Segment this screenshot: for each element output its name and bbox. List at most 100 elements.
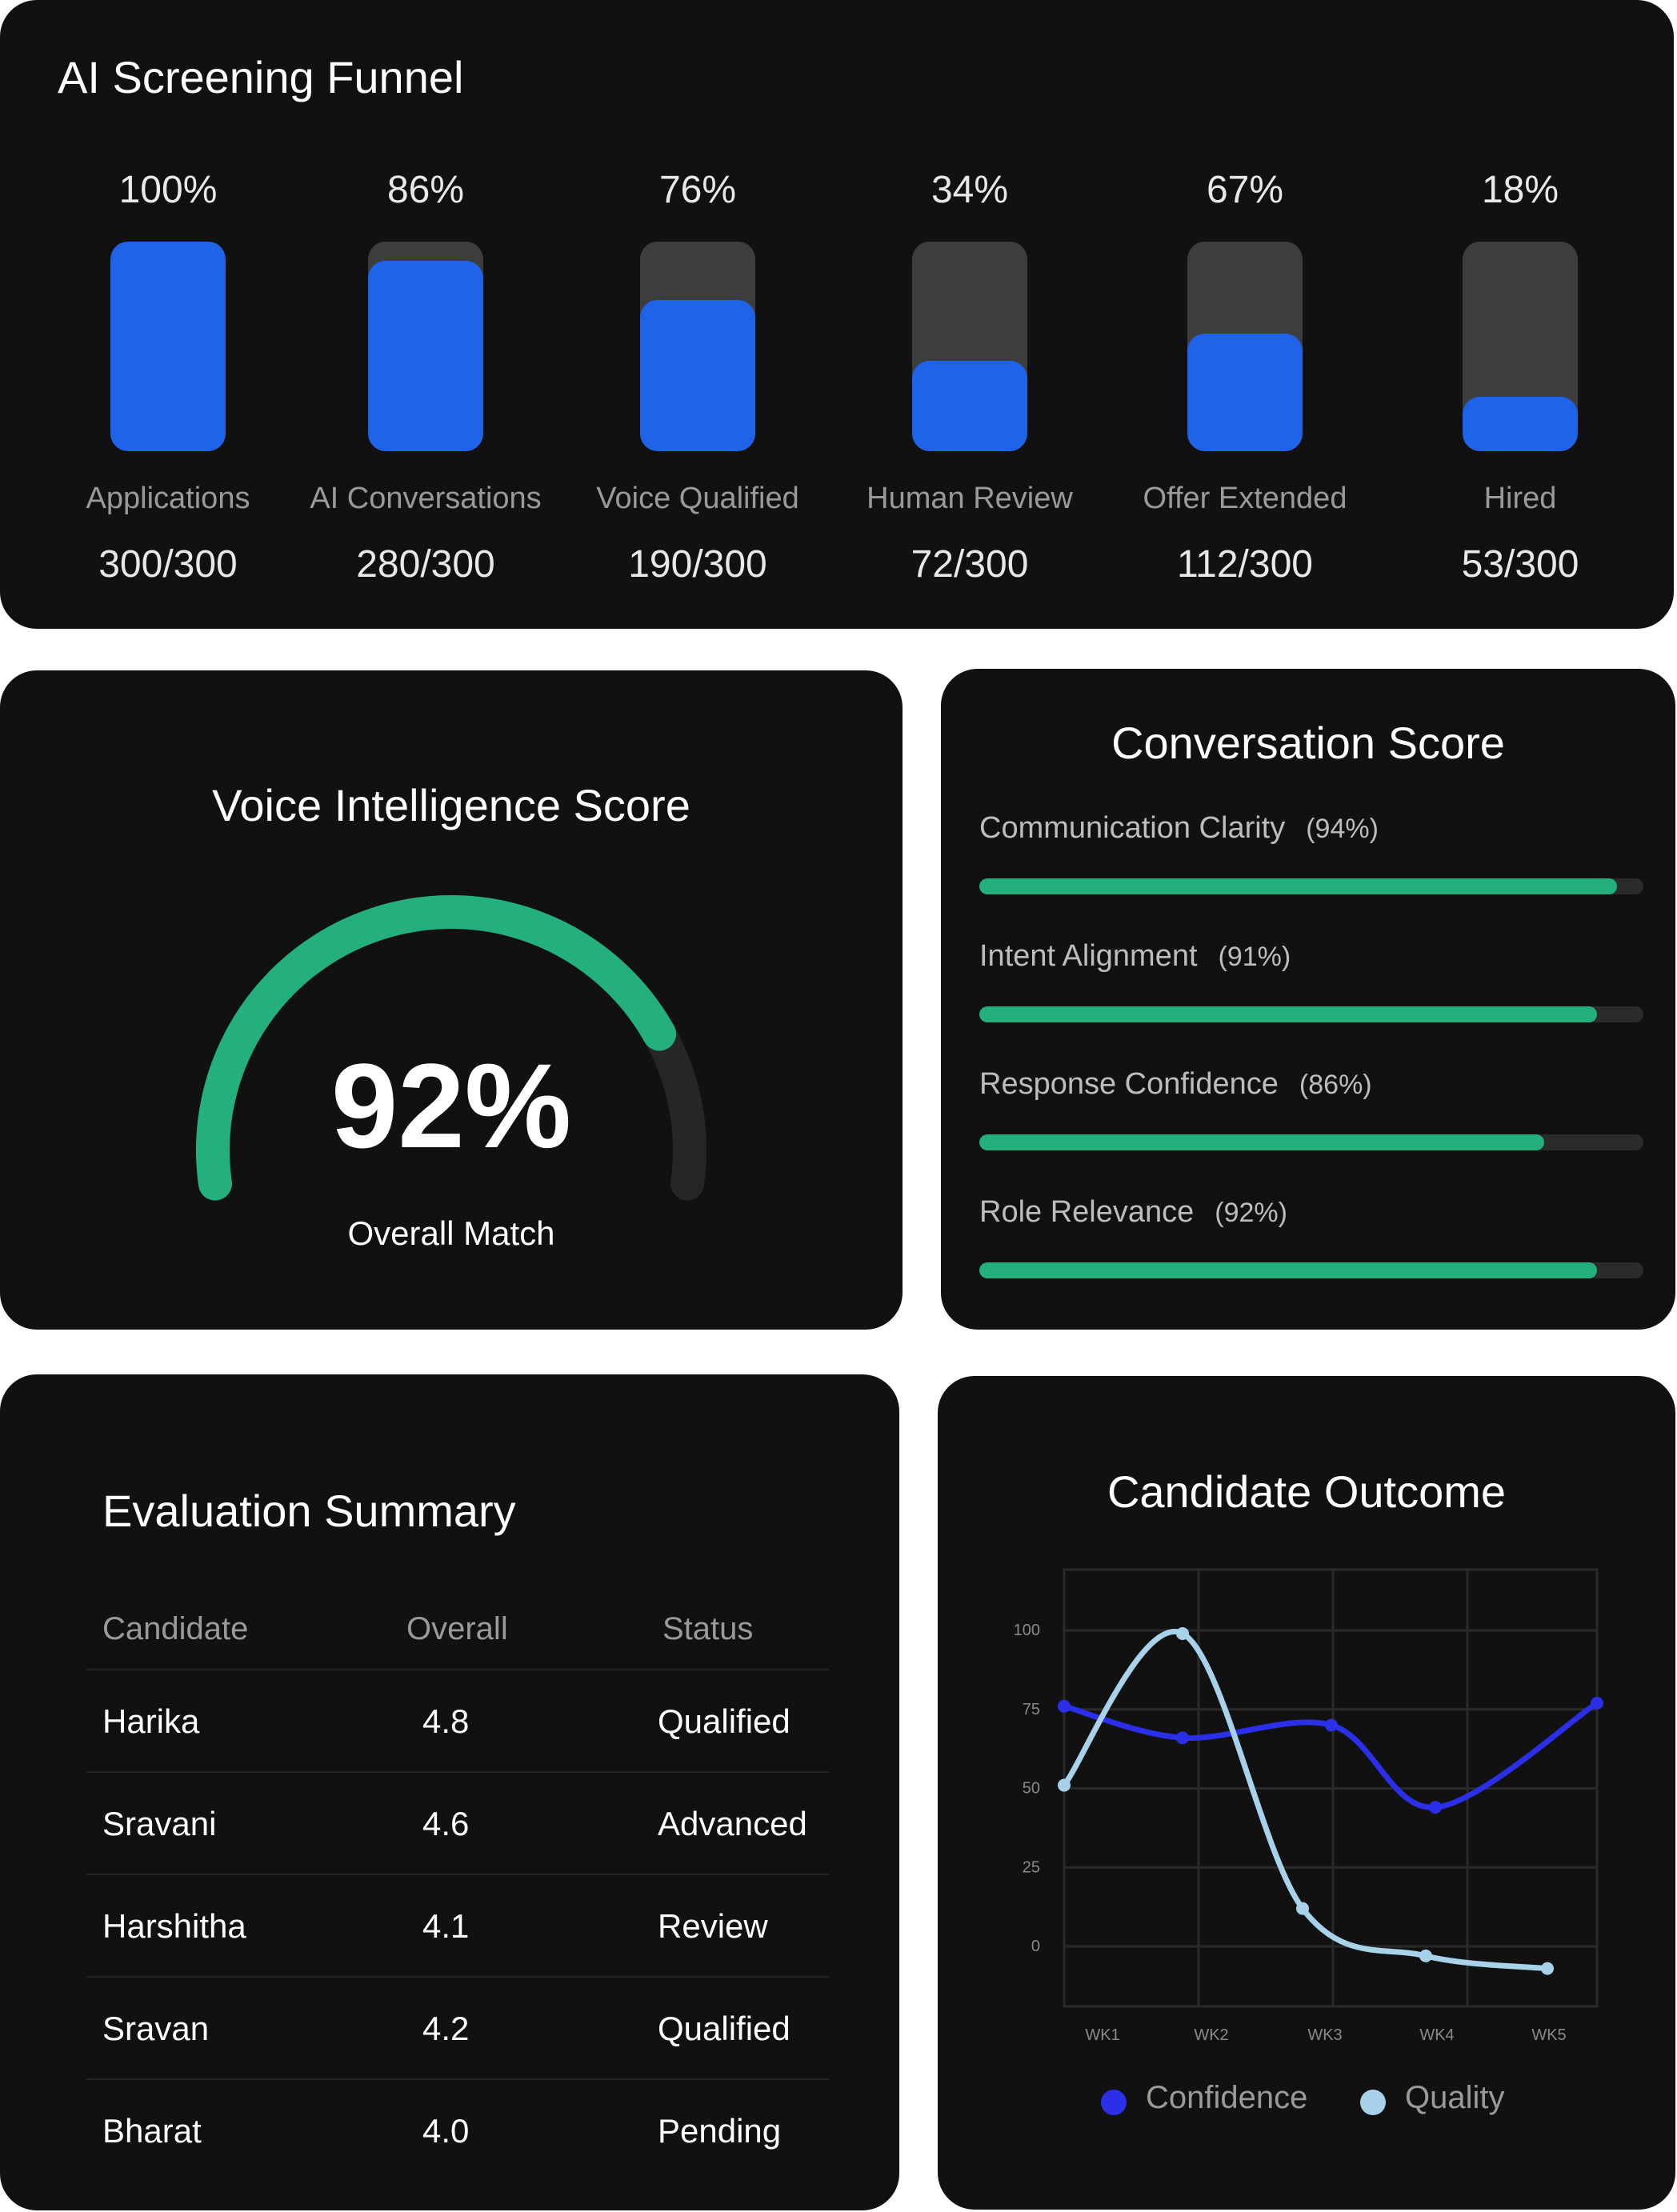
data-point-quality	[1296, 1902, 1309, 1915]
funnel-percent: 76%	[658, 169, 737, 211]
header-status: Status	[662, 1611, 754, 1646]
data-point-confidence	[1429, 1801, 1442, 1814]
overall-score: 4.2	[422, 2010, 470, 2047]
overall-score: 4.6	[422, 1805, 470, 1842]
voice-intelligence-card: Voice Intelligence Score 92% Overall Mat…	[0, 670, 903, 1330]
metric-label: Intent Alignment (91%)	[979, 939, 1291, 974]
funnel-stage-label: Offer Extended	[1143, 482, 1347, 515]
funnel-stage[interactable]: 86% AI Conversations 280/300	[306, 168, 546, 600]
candidate-name: Bharat	[102, 2112, 202, 2150]
funnel-count: 190/300	[628, 543, 767, 586]
metric-name: Role Relevance	[979, 1195, 1195, 1229]
candidate-name: Harika	[102, 1702, 200, 1740]
metric-row: Intent Alignment (91%)	[979, 939, 1643, 1043]
outcome-title: Candidate Outcome	[1107, 1466, 1507, 1517]
y-tick-label: 75	[1023, 1701, 1040, 1718]
data-point-quality	[1058, 1778, 1071, 1792]
funnel-stage[interactable]: 67% Offer Extended 112/300	[1125, 168, 1365, 600]
x-tick-label: WK5	[1531, 2026, 1566, 2044]
metric-row: Role Relevance (92%)	[979, 1195, 1643, 1299]
funnel-stage-label: Hired	[1483, 482, 1557, 515]
x-tick-label: WK3	[1307, 2026, 1342, 2044]
metric-bar-track	[979, 1134, 1643, 1150]
funnel-bar-track	[640, 242, 755, 451]
status-label: Qualified	[658, 2010, 790, 2047]
table-row[interactable]: Harika 4.8 Qualified	[86, 1669, 829, 1771]
funnel-stage-label: AI Conversations	[310, 482, 542, 515]
funnel-percent: 86%	[386, 169, 465, 211]
legend-confidence-label: Confidence	[1146, 2080, 1308, 2115]
x-tick-label: WK4	[1419, 2026, 1454, 2044]
metric-bar-track	[979, 1006, 1643, 1022]
metric-percent: (92%)	[1215, 1198, 1287, 1228]
status-label: Qualified	[658, 1702, 790, 1740]
metric-row: Communication Clarity (94%)	[979, 811, 1643, 915]
funnel-title: AI Screening Funnel	[58, 52, 464, 102]
metric-percent: (94%)	[1306, 814, 1379, 844]
funnel-bar-track	[368, 242, 483, 451]
candidate-outcome-card: Candidate Outcome 0 25 50 75 100 WK1 WK2 WK3 WK4…	[938, 1376, 1675, 2210]
funnel-count: 53/300	[1461, 543, 1579, 586]
gauge-value: 92%	[330, 1038, 572, 1173]
metric-bar-fill	[979, 1134, 1544, 1150]
x-tick-label: WK2	[1194, 2026, 1228, 2044]
funnel-percent: 18%	[1481, 169, 1559, 211]
funnel-stage[interactable]: 76% Voice Qualified 190/300	[578, 168, 818, 600]
funnel-stage[interactable]: 34% Human Review 72/300	[850, 168, 1090, 600]
funnel-bar-fill	[110, 242, 226, 451]
funnel-stage-label: Human Review	[867, 482, 1073, 515]
metric-name: Response Confidence	[979, 1067, 1279, 1101]
funnel-percent: 34%	[931, 169, 1009, 211]
header-candidate: Candidate	[102, 1611, 249, 1646]
quality-swatch-icon	[1360, 2090, 1386, 2115]
y-tick-label: 25	[1023, 1858, 1040, 1876]
status-label: Review	[658, 1907, 768, 1945]
candidate-name: Sravan	[102, 2010, 210, 2047]
metric-bar-track	[979, 878, 1643, 894]
funnel-stage-label: Voice Qualified	[596, 482, 799, 515]
table-row[interactable]: Sravan 4.2 Qualified	[86, 1976, 829, 2078]
gauge-arc	[196, 895, 677, 1201]
evaluation-summary-card: Evaluation Summary Candidate Overall Sta…	[0, 1374, 899, 2210]
funnel-stage[interactable]: 18% Hired 53/300	[1400, 168, 1640, 600]
funnel-bar-fill	[1187, 334, 1303, 451]
outcome-chart: 0 25 50 75 100 WK1 WK2 WK3 WK4 WK5	[1014, 1568, 1603, 2044]
metric-bar-fill	[979, 878, 1617, 894]
funnel-bar-track	[110, 242, 226, 451]
overall-score: 4.8	[422, 1702, 470, 1740]
funnel-bar-fill	[368, 260, 483, 451]
metric-percent: (86%)	[1299, 1070, 1372, 1100]
funnel-percent: 67%	[1206, 169, 1284, 211]
y-tick-label: 0	[1031, 1938, 1040, 1955]
table-row[interactable]: Sravani 4.6 Advanced	[86, 1771, 829, 1874]
gauge	[196, 895, 706, 1201]
metric-row: Response Confidence (86%)	[979, 1067, 1643, 1171]
screening-funnel-card: AI Screening Funnel 100% Applications 300/…	[0, 0, 1674, 629]
table-row[interactable]: Bharat 4.0 Pending	[86, 2078, 829, 2181]
series-line-confidence	[1061, 1700, 1600, 1810]
funnel-bar-track	[1187, 242, 1303, 451]
overall-score: 4.0	[422, 2112, 470, 2150]
gauge-caption: Overall Match	[347, 1214, 555, 1252]
y-tick-label: 100	[1014, 1622, 1040, 1639]
series-line-quality	[1061, 1629, 1551, 1972]
evaluation-title: Evaluation Summary	[102, 1486, 516, 1536]
legend-quality-label: Quality	[1405, 2080, 1505, 2115]
data-point-quality	[1541, 1962, 1554, 1975]
metric-label: Role Relevance (92%)	[979, 1195, 1287, 1230]
funnel-stage-label: Applications	[86, 482, 250, 515]
status-label: Advanced	[658, 1805, 807, 1842]
table-row[interactable]: Harshitha 4.1 Review	[86, 1874, 829, 1976]
funnel-stage[interactable]: 100% Applications 300/300	[48, 168, 288, 600]
conversation-score-card: Conversation Score Communication Clarity…	[941, 669, 1675, 1330]
data-point-confidence	[1058, 1699, 1071, 1713]
funnel-count: 300/300	[98, 543, 238, 586]
funnel-bar-track	[1463, 242, 1578, 451]
funnel-percent: 100%	[118, 169, 218, 211]
funnel-count: 280/300	[356, 543, 495, 586]
confidence-swatch-icon	[1101, 2090, 1127, 2115]
overall-score: 4.1	[422, 1907, 470, 1945]
status-label: Pending	[658, 2112, 782, 2150]
metric-label: Communication Clarity (94%)	[979, 811, 1379, 846]
funnel-bar-fill	[640, 300, 755, 451]
